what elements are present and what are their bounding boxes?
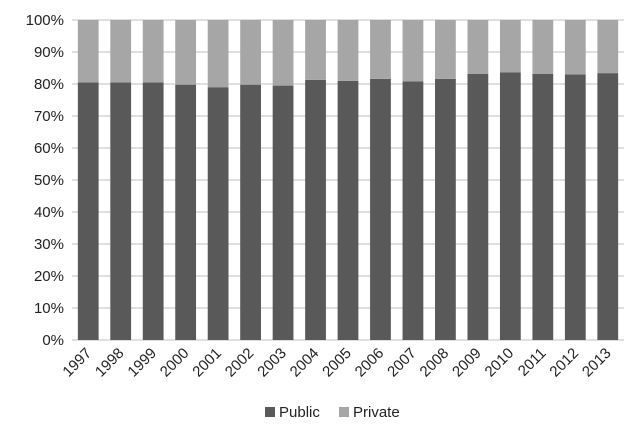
legend-swatch-private (339, 407, 349, 417)
x-tick-label: 2000 (157, 345, 193, 381)
x-tick-label: 2001 (189, 345, 225, 381)
x-tick-label: 2007 (384, 345, 420, 381)
y-tick-label: 0% (42, 332, 64, 349)
x-tick-label: 2013 (579, 345, 615, 381)
bar-segment-private (435, 20, 456, 79)
bar-segment-public (402, 81, 424, 340)
x-tick-label: 2006 (352, 345, 388, 381)
y-tick-label: 60% (34, 140, 64, 157)
bar-segment-public (207, 87, 229, 340)
bar-segment-public (532, 73, 554, 340)
legend-swatch-public (265, 407, 275, 417)
bar-segment-private (597, 20, 619, 74)
bar-segment-private (240, 20, 261, 85)
bar-segment-private (305, 20, 326, 80)
bar-segment-public (499, 72, 521, 340)
bar-segment-public (142, 82, 164, 341)
bar-segment-private (467, 20, 489, 74)
bar-segment-private (77, 20, 99, 83)
x-tick-label: 2012 (547, 345, 583, 381)
x-tick-label: 1997 (59, 345, 95, 381)
x-axis-tick-labels: 1997199819992000200120022003200420052006… (59, 345, 614, 381)
bar-segment-private (532, 20, 554, 74)
bar-segment-public (240, 84, 261, 340)
x-tick-label: 2003 (254, 345, 290, 381)
y-tick-label: 90% (34, 44, 64, 61)
x-tick-label: 2011 (515, 345, 550, 380)
x-tick-label: 1998 (92, 345, 128, 381)
bar-segment-private (402, 20, 424, 82)
y-tick-label: 10% (34, 300, 64, 317)
bar-segment-public (370, 78, 391, 340)
bar-segment-private (110, 20, 132, 83)
x-tick-label: 2008 (417, 345, 453, 381)
x-tick-label: 2005 (319, 345, 355, 381)
bar-segment-private (564, 20, 586, 75)
y-tick-label: 20% (34, 268, 64, 285)
bar-segment-public (77, 82, 99, 341)
legend: Public Private (265, 404, 400, 421)
y-tick-label: 70% (34, 108, 64, 125)
bar-segment-private (175, 20, 197, 85)
bar-segment-public (272, 85, 294, 340)
x-tick-label: 2009 (449, 345, 485, 381)
bar-segment-public (564, 74, 586, 341)
bar-segment-public (337, 80, 359, 341)
bar-segment-private (370, 20, 391, 79)
bar-segment-private (499, 20, 521, 73)
bar-segment-public (597, 73, 619, 341)
y-axis-tick-labels: 0% 10% 20% 30% 40% 50% 60% 70% 80% 90% 100% (26, 12, 64, 349)
bar-segment-public (435, 78, 456, 340)
y-tick-label: 30% (34, 236, 64, 253)
x-tick-label: 2010 (482, 345, 518, 381)
bar-segment-public (305, 79, 326, 340)
bar-segment-private (272, 20, 294, 86)
bar-segment-public (110, 82, 132, 341)
bar-segment-private (337, 20, 359, 81)
x-tick-label: 2004 (287, 345, 323, 381)
y-tick-label: 50% (34, 172, 64, 189)
x-tick-label: 1999 (124, 345, 160, 381)
y-tick-label: 100% (26, 12, 64, 29)
bars (77, 20, 619, 341)
bar-segment-public (175, 84, 197, 340)
legend-label-private: Private (353, 404, 400, 421)
legend-label-public: Public (279, 404, 320, 421)
bar-segment-public (467, 73, 489, 340)
x-tick-label: 2002 (222, 345, 258, 381)
y-tick-label: 40% (34, 204, 64, 221)
bar-segment-private (207, 20, 229, 88)
y-tick-label: 80% (34, 76, 64, 93)
bar-segment-private (142, 20, 164, 83)
